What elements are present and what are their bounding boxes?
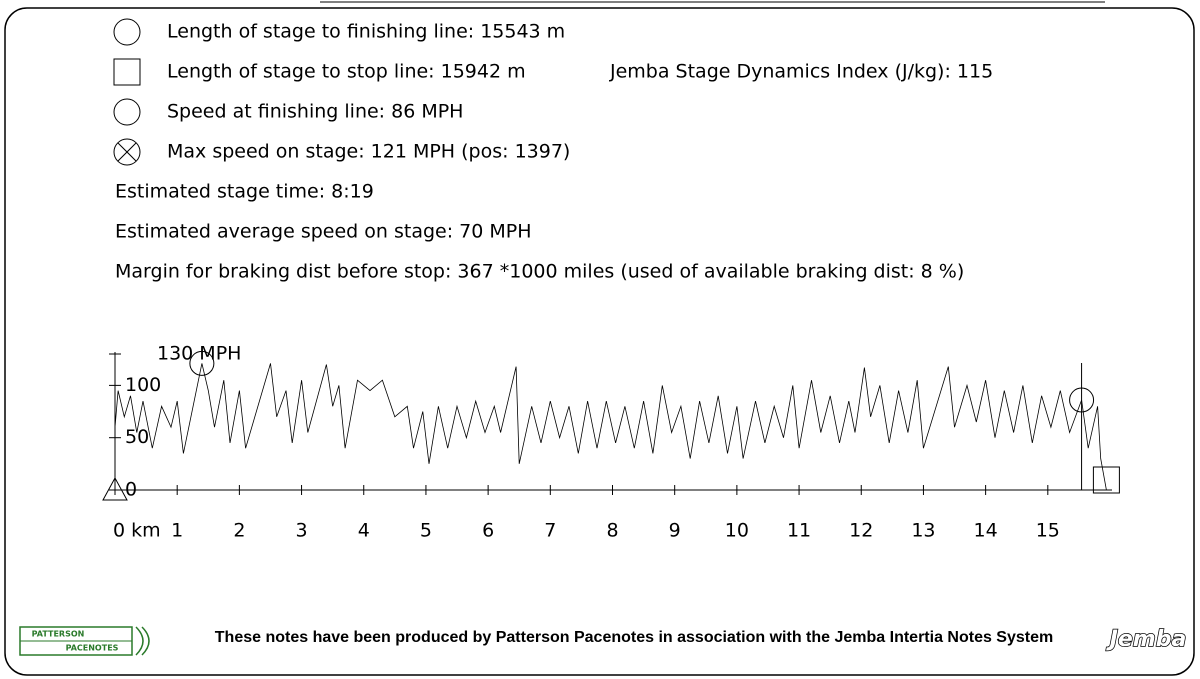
info-text: Jemba Stage Dynamics Index (J/kg): 115 bbox=[609, 61, 993, 83]
x-tick-label: 12 bbox=[849, 520, 873, 542]
info-text: Length of stage to finishing line: 15543… bbox=[167, 21, 565, 43]
x-tick-label: 14 bbox=[974, 520, 998, 542]
speed-line bbox=[114, 363, 1107, 491]
x-tick-label: 7 bbox=[544, 520, 556, 542]
y-tick-label: 100 bbox=[125, 374, 161, 396]
finish-marker bbox=[1069, 387, 1095, 413]
brand-logo: Jemba bbox=[1106, 627, 1187, 652]
logo-text: PACENOTES bbox=[66, 644, 119, 653]
max-speed-marker bbox=[189, 350, 215, 376]
info-text: Length of stage to stop line: 15942 m bbox=[167, 61, 526, 83]
info-text: Margin for braking dist before stop: 367… bbox=[115, 261, 964, 283]
info-text: Speed at finishing line: 86 MPH bbox=[167, 101, 463, 123]
max-speed-icon bbox=[113, 138, 141, 166]
left-logo: PATTERSON PACENOTES bbox=[19, 626, 150, 656]
x-tick-label: 13 bbox=[911, 520, 935, 542]
x-tick-label: 8 bbox=[606, 520, 618, 542]
x-tick-label: 15 bbox=[1036, 520, 1060, 542]
x-tick-label: 1 bbox=[171, 520, 183, 542]
info-text: Estimated stage time: 8:19 bbox=[115, 181, 374, 203]
x-tick-label: 3 bbox=[296, 520, 308, 542]
x-tick-label: 2 bbox=[233, 520, 245, 542]
logo-text: PATTERSON bbox=[32, 630, 85, 639]
y-tick-label: 50 bbox=[125, 426, 149, 448]
finish-icon bbox=[113, 18, 141, 46]
x-tick-label: 5 bbox=[420, 520, 432, 542]
y-tick-label: 130 MPH bbox=[157, 343, 241, 365]
speed-icon bbox=[113, 98, 141, 126]
info-text: Estimated average speed on stage: 70 MPH bbox=[115, 221, 532, 243]
info-text: Max speed on stage: 121 MPH (pos: 1397) bbox=[167, 141, 570, 163]
footer-text: These notes have been produced by Patter… bbox=[215, 629, 1053, 646]
x-tick-label: 6 bbox=[482, 520, 494, 542]
stop-marker bbox=[1092, 466, 1120, 494]
start-marker bbox=[102, 476, 128, 501]
x-tick-label: 10 bbox=[725, 520, 749, 542]
stop-icon bbox=[113, 58, 141, 86]
x-tick-label: 9 bbox=[669, 520, 681, 542]
frame bbox=[4, 7, 1195, 676]
x-tick-label: 11 bbox=[787, 520, 811, 542]
y-tick-label: 0 bbox=[125, 479, 137, 501]
x-tick-label: 4 bbox=[358, 520, 370, 542]
x-tick-label: 0 km bbox=[113, 520, 161, 542]
